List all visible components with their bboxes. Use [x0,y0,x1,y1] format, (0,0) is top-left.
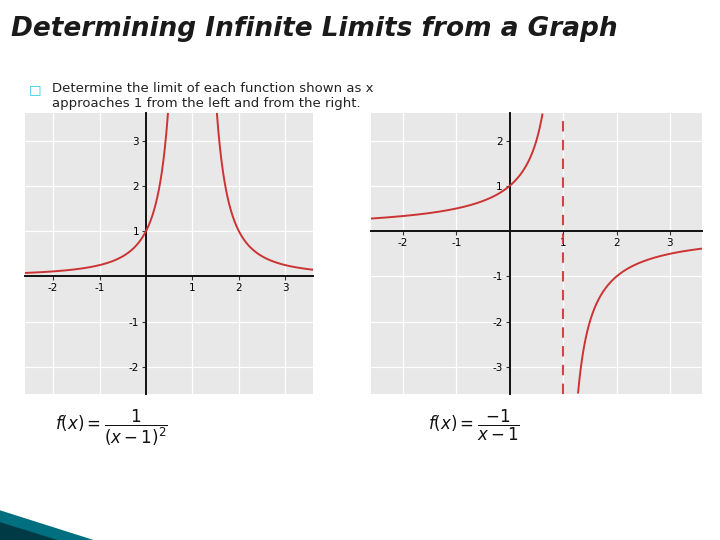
Text: □: □ [29,84,41,97]
Text: Determine the limit of each function shown as x
approaches 1 from the left and f: Determine the limit of each function sho… [52,82,374,110]
Text: $f(x)=\dfrac{1}{(x-1)^2}$: $f(x)=\dfrac{1}{(x-1)^2}$ [55,408,168,448]
Text: Determining Infinite Limits from a Graph: Determining Infinite Limits from a Graph [11,16,618,42]
Polygon shape [0,510,94,540]
Polygon shape [0,522,58,540]
Text: $f(x)=\dfrac{-1}{x-1}$: $f(x)=\dfrac{-1}{x-1}$ [428,408,520,443]
